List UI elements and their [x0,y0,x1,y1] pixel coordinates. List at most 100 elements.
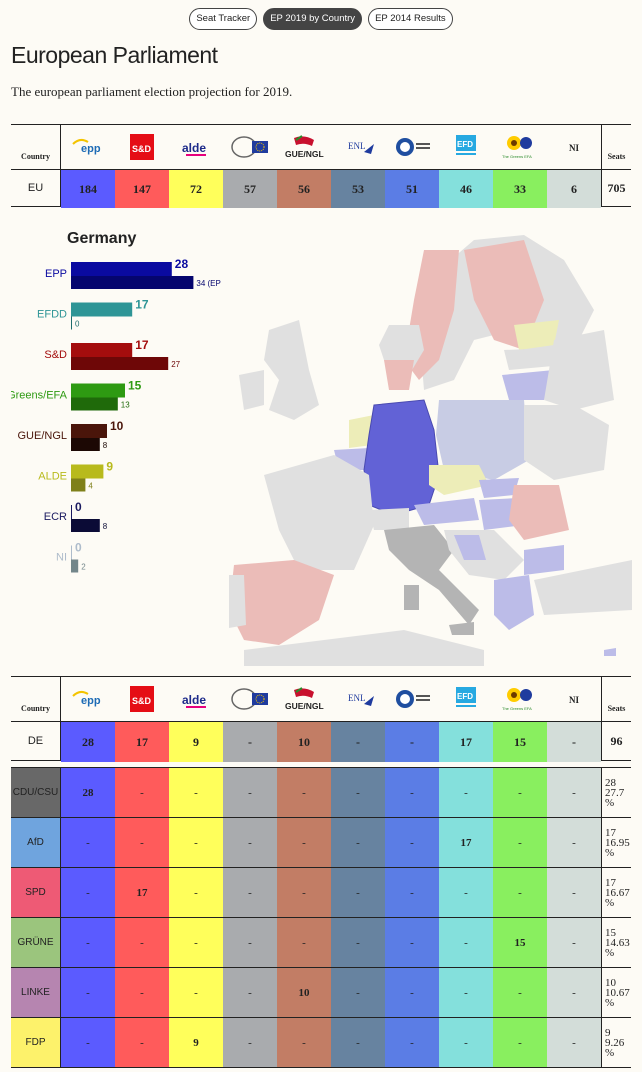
party-cell-epp: 28 [61,768,115,817]
party-cell-nonins: - [223,818,277,867]
party-cell-enl: - [331,918,385,967]
party-cell-ecr: - [385,968,439,1017]
party-cell-enl: - [331,818,385,867]
svg-text:S&D: S&D [132,144,152,154]
map-denmark [384,360,414,390]
party-cell-nonins: - [223,868,277,917]
svg-text:GUE/NGL: GUE/NGL [285,701,324,711]
de-cell-efdd: 17 [439,722,493,762]
map-sicily [449,622,474,635]
percent-sign: % [605,896,615,909]
logo-greens-eu: The Greens EFA [493,125,547,169]
eu-cell-gue: 56 [277,170,331,208]
bar-2014-label: 8 [103,522,108,531]
seat-percent: 10.67 [605,986,630,999]
eu-cell-efdd: 46 [439,170,493,208]
svg-text:EFD: EFD [457,692,473,701]
logo-sd-de: S&D [115,677,169,721]
svg-text:NI: NI [569,695,579,705]
tab-ep-2019-by-country[interactable]: EP 2019 by Country [263,8,363,30]
map-sardinia [404,585,419,610]
bar-2014 [71,316,72,330]
tab-seat-tracker[interactable]: Seat Tracker [189,8,258,30]
bar-2014-label: 13 [121,401,130,410]
bar-2019 [71,262,172,276]
de-cell-alde: 9 [169,722,223,762]
bar-2014-label: 0 [75,320,80,329]
party-cell-enl: - [331,968,385,1017]
group-logos-de: epp S&D alde GUE/NGL ENL EFD The Greens EFA NI [61,677,601,721]
seat-count: 17 [605,876,616,889]
party-cell-efdd: - [439,868,493,917]
party-cell-nonins: - [223,968,277,1017]
party-name: LINKE [11,968,61,1017]
view-nav: Seat Tracker EP 2019 by Country EP 2014 … [0,8,642,30]
seat-percent: 14.63 [605,936,630,949]
svg-text:epp: epp [81,143,101,155]
de-cell-nonins: - [223,722,277,762]
map-turkey [534,560,632,615]
de-table: Country epp S&D alde GUE/NGL ENL EFD The Green… [11,676,631,1068]
bar-2014-label: 2 [81,563,86,572]
eu-row: EU 184 147 72 57 56 53 51 46 33 6 705 [11,169,631,208]
logo-ecr-de [385,677,439,721]
party-name: GRÜNE [11,918,61,967]
party-cell-gue: - [277,768,331,817]
logo-nonins-de [223,677,277,721]
eu-cell-enl: 53 [331,170,385,208]
party-cell-gue: - [277,918,331,967]
party-cell-alde: - [169,868,223,917]
map-france [264,455,374,570]
bar-2019-label: 17 [135,338,149,352]
party-cell-nonins: - [223,768,277,817]
eu-seats: 705 [601,170,631,206]
map-spain [229,560,334,645]
seat-percent: 16.67 [605,886,630,899]
tab-ep-2014-results[interactable]: EP 2014 Results [368,8,453,30]
eu-cell-ecr: 51 [385,170,439,208]
map-romania [509,485,569,540]
svg-text:alde: alde [182,141,206,155]
party-cell-sd: - [115,1018,169,1067]
de-cell-sd: 17 [115,722,169,762]
page-subtitle: The european parliament election project… [11,84,293,99]
party-cell-ecr: - [385,918,439,967]
logo-ni-eu: NI [547,125,601,169]
seat-count: 9 [605,1026,611,1039]
category-label: ALDE [38,471,67,483]
party-seats: 28 27.7% [601,768,631,817]
map-portugal [229,575,246,628]
map-estonia [514,320,559,350]
category-label: S&D [44,349,67,361]
eu-cell-alde: 72 [169,170,223,208]
party-cell-ni: - [547,868,601,917]
party-cell-efdd: 17 [439,818,493,867]
party-row: AfD - - - - - - -17- -17 16.95% [11,818,631,868]
logo-epp-de: epp [61,677,115,721]
logo-efdd-de: EFD [439,677,493,721]
de-cell-enl: - [331,722,385,762]
party-cell-epp: - [61,968,115,1017]
seat-percent: 16.95 [605,836,630,849]
party-cell-ecr: - [385,868,439,917]
de-cell-ni: - [547,722,601,762]
party-cell-ni: - [547,918,601,967]
party-cell-efdd: - [439,768,493,817]
party-cell-enl: - [331,1018,385,1067]
bar-2014-label: 27 [171,360,180,369]
seat-percent: 27.7 [605,786,625,799]
party-cell-efdd: - [439,968,493,1017]
eu-country: EU [11,170,61,206]
map-ireland [239,370,264,410]
party-row: SPD -17- - - - - - - -17 16.67% [11,868,631,918]
logo-gue-eu: GUE/NGL [277,125,331,169]
map-slovakia [479,478,519,498]
party-cell-alde: 9 [169,1018,223,1067]
party-cell-greens: - [493,768,547,817]
logo-ecr-eu [385,125,439,169]
percent-sign: % [605,946,615,959]
eu-cell-greens: 33 [493,170,547,208]
map-belarus-ukraine [524,405,609,480]
logo-epp-eu: epp [61,125,115,169]
svg-text:alde: alde [182,693,206,707]
